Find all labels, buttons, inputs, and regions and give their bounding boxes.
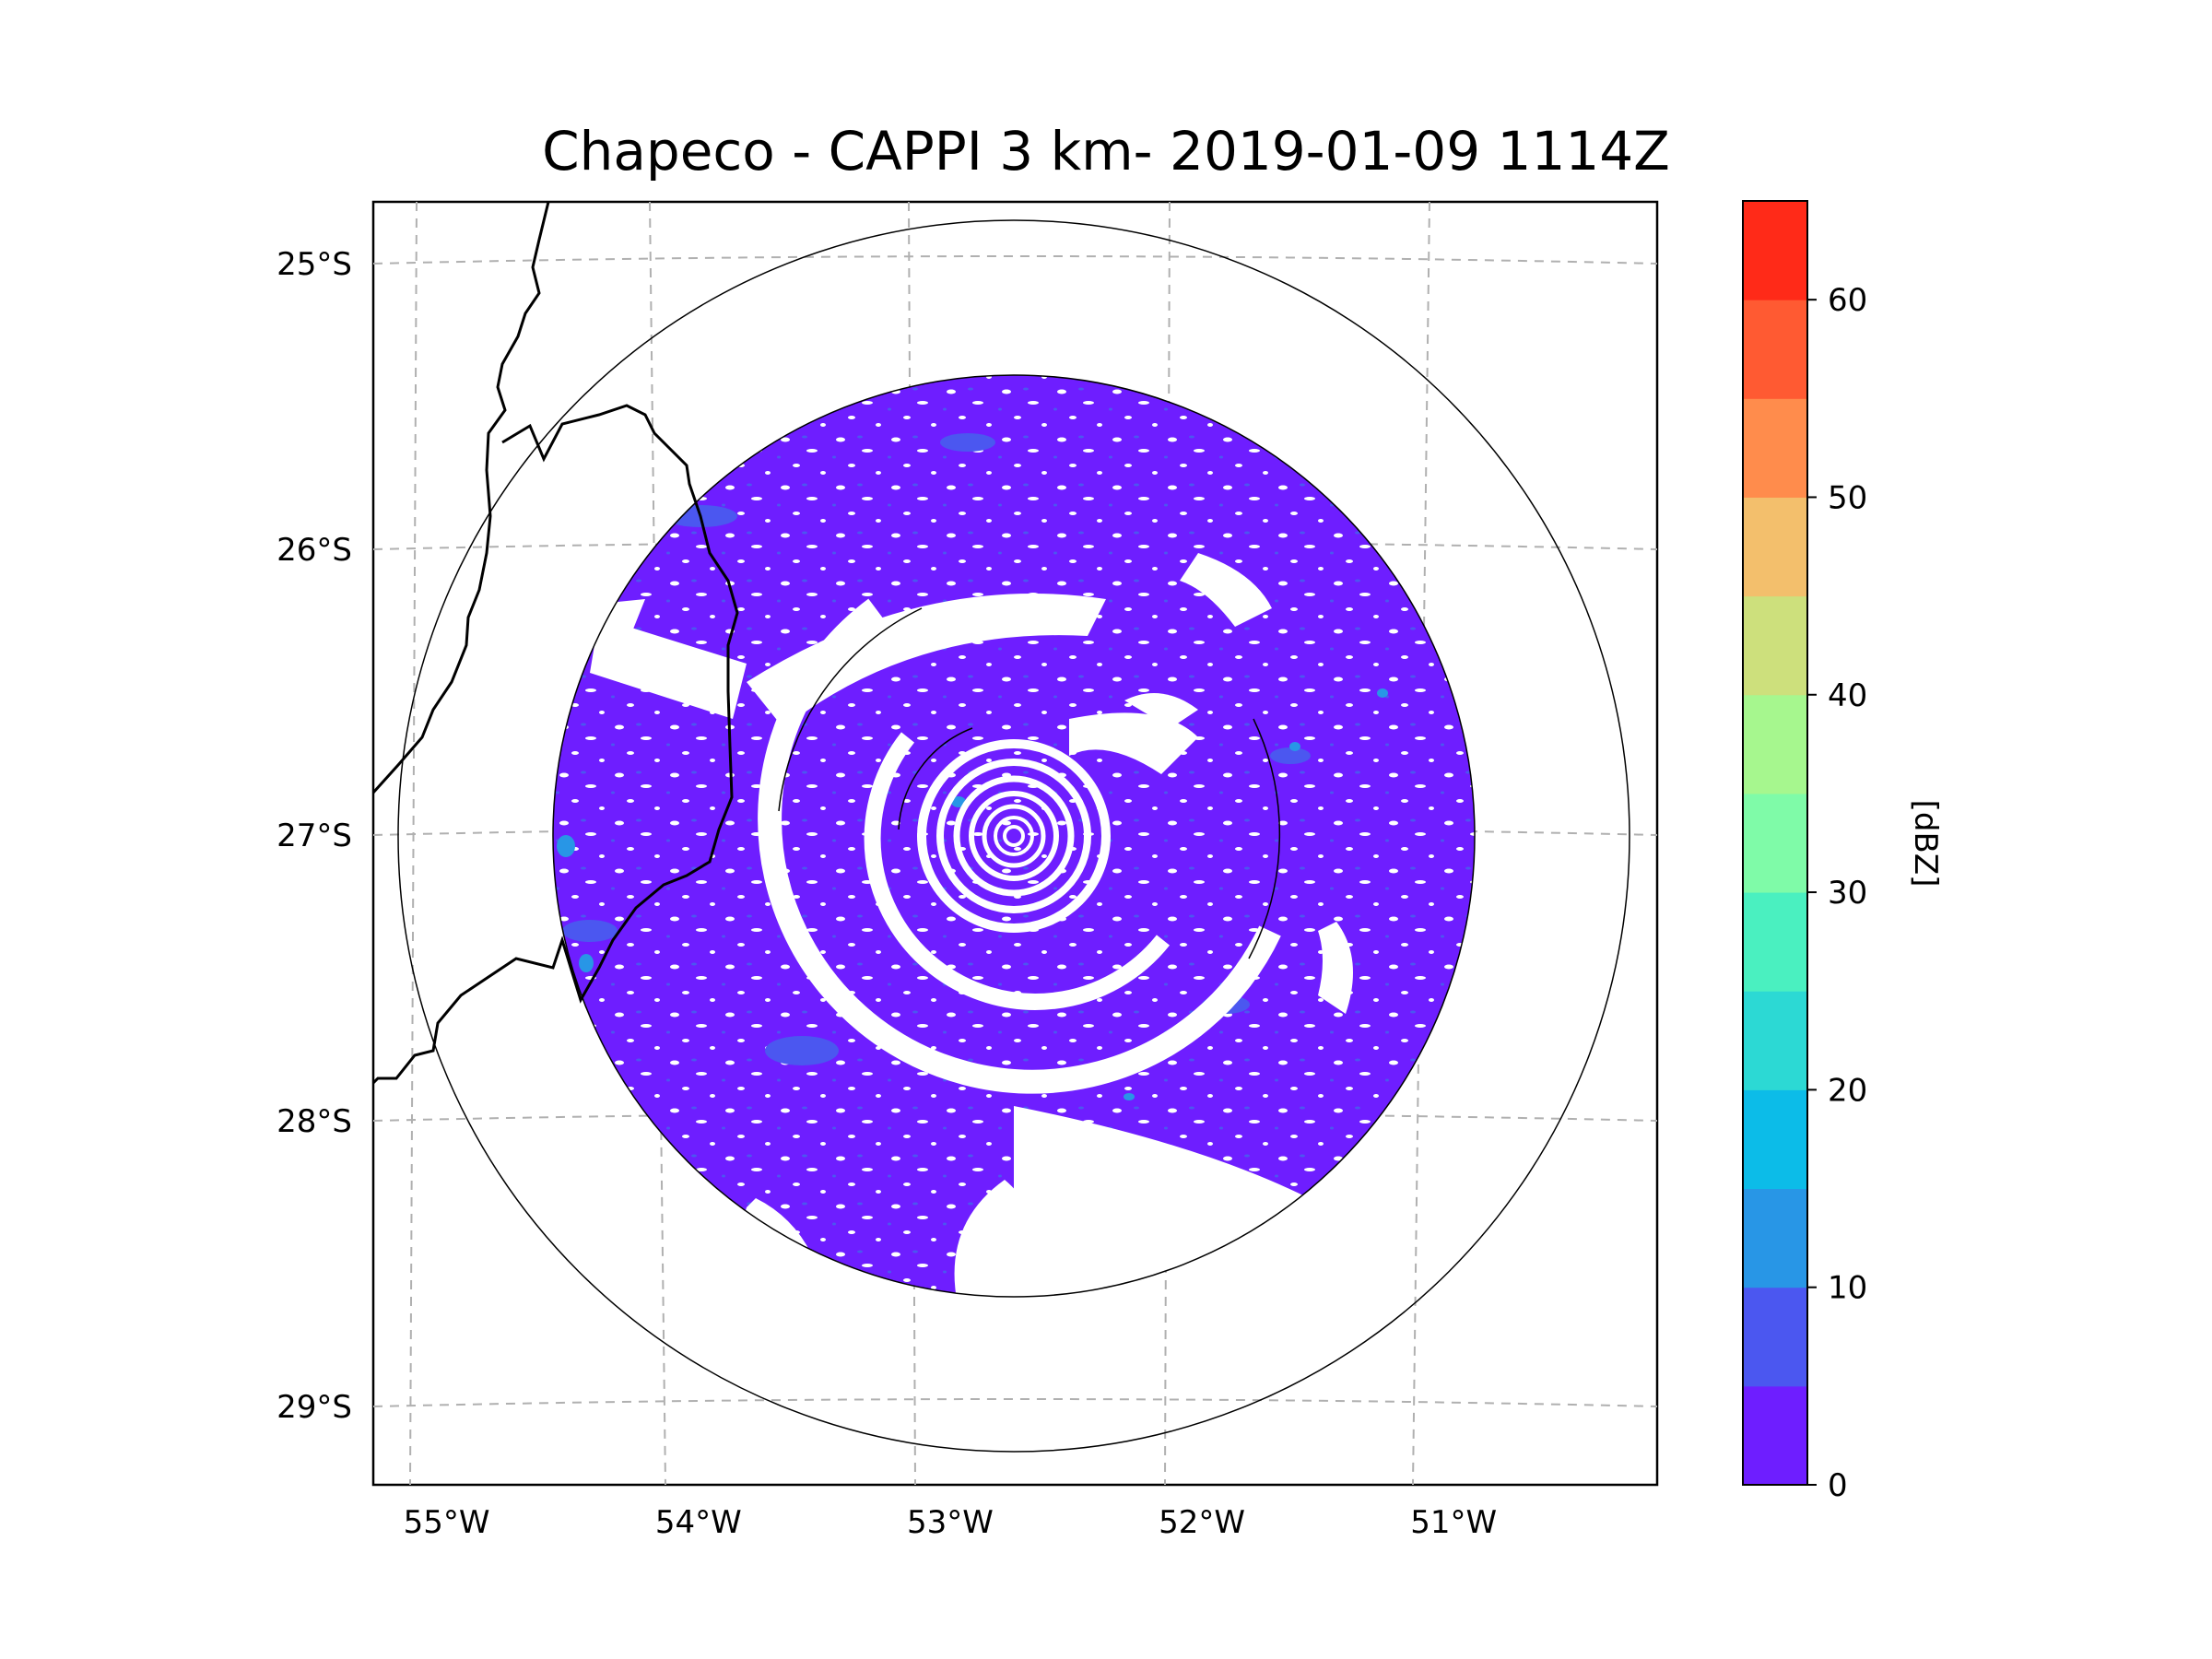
y-tick-label: 29°S xyxy=(276,1389,352,1426)
colorbar-tick-label: 40 xyxy=(1828,677,1867,714)
colorbar-bin xyxy=(1743,1287,1807,1387)
colorbar-bin xyxy=(1743,201,1807,300)
border-argentina-paraguay xyxy=(373,202,550,794)
x-tick-label: 55°W xyxy=(404,1504,490,1541)
colorbar-ticks: 0 10 20 30 40 50 60 xyxy=(1807,282,1867,1504)
x-tick-label: 51°W xyxy=(1410,1504,1497,1541)
gap-ring-7 xyxy=(1003,825,1025,847)
colorbar-bin xyxy=(1743,595,1807,696)
parallel-25s xyxy=(373,255,1657,265)
high-echoes xyxy=(557,688,1388,1100)
parallel-29s xyxy=(373,1398,1657,1407)
colorbar-tick-label: 50 xyxy=(1828,479,1867,516)
colorbar-bin xyxy=(1743,398,1807,498)
partial-range-arcs xyxy=(778,607,1281,959)
colorbar-bin xyxy=(1743,694,1807,794)
x-tick-label: 52°W xyxy=(1159,1504,1245,1541)
y-tick-label: 25°S xyxy=(276,246,352,283)
colorbar-bin xyxy=(1743,300,1807,399)
colorbar-bin xyxy=(1743,1188,1807,1288)
gap-ring-2 xyxy=(936,759,1091,913)
colorbar-bin xyxy=(1743,1089,1807,1190)
colorbar-bin xyxy=(1743,991,1807,1090)
parallel-28s xyxy=(373,1112,1657,1122)
gap-ring-4 xyxy=(969,791,1059,881)
colorbar xyxy=(1743,201,1807,1486)
colorbar-tick-label: 60 xyxy=(1828,282,1867,319)
range-ring-outer xyxy=(397,219,1630,1453)
x-tick-label: 53°W xyxy=(907,1504,994,1541)
meridian-51w xyxy=(1412,202,1430,1485)
y-tick-label: 28°S xyxy=(276,1103,352,1140)
colorbar-tick-label: 0 xyxy=(1828,1467,1848,1504)
colorbar-bin xyxy=(1743,793,1807,893)
x-axis-ticks: 55°W 54°W 53°W 52°W 51°W xyxy=(404,1504,1497,1541)
gap-arc-mid xyxy=(864,732,1171,1010)
gap-ring-3 xyxy=(953,775,1075,897)
gap-ring-6 xyxy=(994,816,1034,856)
reflectivity-field xyxy=(553,375,1475,1297)
range-ring-data-limit xyxy=(552,374,1476,1298)
parallel-26s xyxy=(373,541,1657,550)
colorbar-tick-label: 30 xyxy=(1828,875,1867,912)
y-axis-ticks: 25°S 26°S 27°S 28°S 29°S xyxy=(276,246,352,1426)
chart-title: Chapeco - CAPPI 3 km- 2019-01-09 1114Z xyxy=(542,120,1670,182)
gap-arc-outer xyxy=(758,598,1281,1094)
range-gaps xyxy=(758,598,1281,1094)
colorbar-label: [dBZ] xyxy=(1907,800,1944,888)
colorbar-bin xyxy=(1743,497,1807,597)
gap-ring-1 xyxy=(917,739,1111,933)
meridian-54w xyxy=(649,202,666,1485)
range-rings xyxy=(397,219,1630,1453)
x-tick-label: 54°W xyxy=(655,1504,742,1541)
y-tick-label: 26°S xyxy=(276,532,352,569)
colorbar-bin xyxy=(1743,892,1807,992)
colorbar-tick-label: 20 xyxy=(1828,1072,1867,1109)
border-brazil-argentina xyxy=(373,404,739,1085)
colorbar-frame xyxy=(1742,200,1808,1486)
borders xyxy=(373,202,739,1085)
colorbar-bin xyxy=(1743,1385,1807,1486)
gap-ring-5 xyxy=(982,804,1046,868)
colorbar-tick-label: 10 xyxy=(1828,1270,1867,1307)
meridian-55w xyxy=(409,202,418,1485)
y-tick-label: 27°S xyxy=(276,818,352,854)
